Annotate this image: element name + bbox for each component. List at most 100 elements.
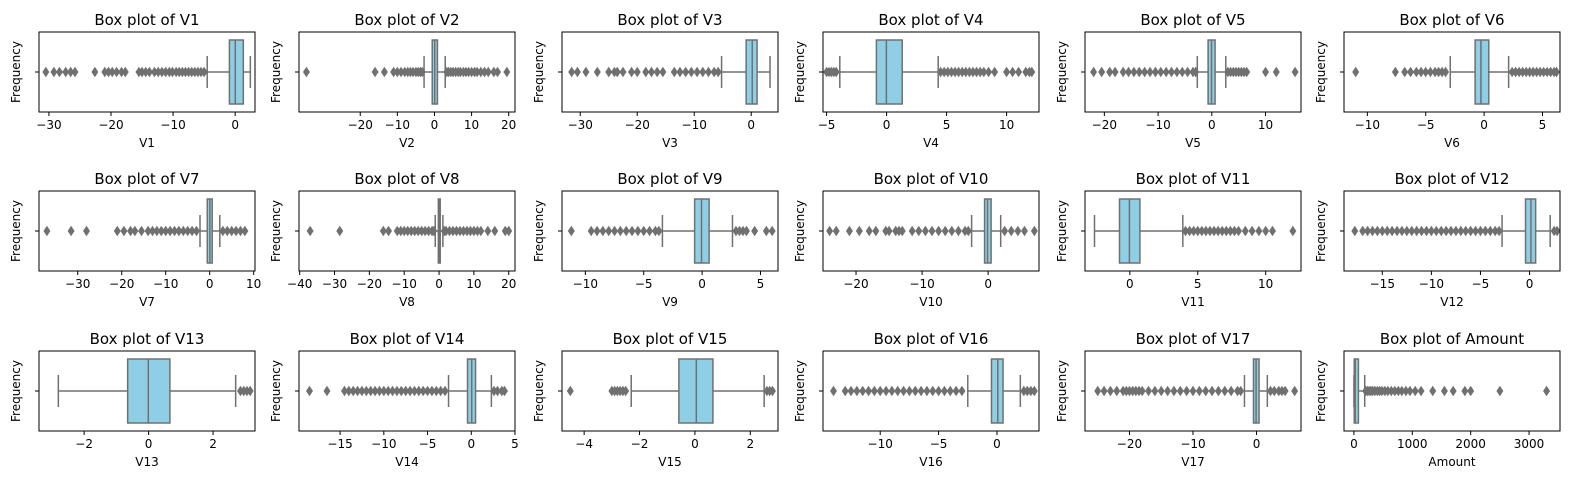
outlier-point [441, 385, 449, 397]
outlier-point [302, 66, 310, 78]
outlier-point [1476, 225, 1484, 237]
outlier-point [1003, 66, 1011, 78]
outlier-point [1391, 66, 1399, 78]
outlier-point [611, 225, 619, 237]
outlier-point [1289, 225, 1297, 237]
subplot-v14: Box plot of V14 −15 −10 −5 0 5 V14 Frequency [269, 330, 519, 469]
x-axis-label: V12 [1440, 295, 1463, 309]
subplot-v10: Box plot of V10 −20 −10 0 V10 Frequency [793, 170, 1040, 309]
x-tick-label: −10 [392, 277, 417, 291]
outlier-point [1442, 66, 1450, 78]
subplot-title: Box plot of V10 [874, 170, 989, 188]
outlier-point [379, 225, 387, 237]
x-axis-label: V16 [919, 455, 942, 469]
outlier-point [131, 225, 139, 237]
outlier-point [622, 385, 630, 397]
outlier-point [1183, 385, 1191, 397]
outlier-point [1461, 385, 1469, 397]
outlier-point [929, 385, 937, 397]
subplot-title: Box plot of V15 [613, 330, 728, 348]
outlier-point [566, 385, 574, 397]
outlier-point [1418, 225, 1426, 237]
x-tick-label: −2 [631, 437, 649, 451]
outlier-point [599, 225, 607, 237]
x-axis-label: V8 [399, 295, 415, 309]
outlier-point [1113, 385, 1121, 397]
outlier-point [1496, 385, 1504, 397]
outlier-point [853, 385, 861, 397]
subplot-title: Box plot of V11 [1136, 170, 1251, 188]
subplot-v9: Box plot of V9 −10 −5 0 5 V9 Frequency [532, 170, 779, 309]
x-axis-label: V15 [658, 455, 681, 469]
outlier-point [1135, 66, 1143, 78]
x-tick-label: 10 [1258, 277, 1273, 291]
subplot-v13: Box plot of V13 −2 0 2 V13 Frequency [9, 330, 256, 469]
x-tick-label: −20 [1117, 437, 1142, 451]
outlier-point [935, 225, 943, 237]
outlier-point [1364, 225, 1372, 237]
outlier-point [847, 385, 855, 397]
outlier-point [888, 385, 896, 397]
outlier-point [1157, 66, 1165, 78]
subplot-v15: Box plot of V15 −4 −2 0 2 V15 Frequency [532, 330, 779, 469]
x-tick-label: 0 [431, 118, 439, 132]
y-axis-label: Frequency [1314, 41, 1328, 103]
y-axis-label: Frequency [793, 200, 807, 262]
x-tick-label: −30 [322, 277, 347, 291]
outlier-point [1411, 385, 1419, 397]
outlier-point [1467, 225, 1475, 237]
outlier-point [1235, 225, 1242, 237]
outlier-point [911, 385, 919, 397]
subplot-v4: Box plot of V4 −5 0 5 10 V4 Frequency [793, 11, 1040, 150]
x-tick-label: −10 [868, 437, 893, 451]
outlier-point [582, 66, 590, 78]
outlier-point [193, 225, 200, 237]
outlier-point [921, 225, 929, 237]
x-tick-label: −20 [109, 277, 134, 291]
outlier-point [1138, 385, 1146, 397]
outlier-point [605, 225, 613, 237]
outlier-point [642, 66, 650, 78]
x-axis-label: V14 [395, 455, 418, 469]
outlier-point [1426, 66, 1434, 78]
x-tick-label: 1000 [1397, 437, 1428, 451]
x-tick-label: 5 [1539, 118, 1547, 132]
outlier-point [870, 385, 878, 397]
x-tick-label: −5 [930, 437, 948, 451]
outlier-point [1481, 225, 1489, 237]
outlier-point [1268, 225, 1276, 237]
outlier-point [1359, 225, 1367, 237]
outlier-point [832, 66, 840, 78]
outlier-point [1449, 385, 1457, 397]
x-axis-label: V4 [923, 136, 939, 150]
outlier-point [682, 66, 690, 78]
x-tick-label: −10 [682, 118, 707, 132]
iqr-box [1474, 39, 1490, 105]
y-axis-label: Frequency [9, 360, 23, 422]
outlier-point [751, 225, 759, 237]
y-axis-label: Frequency [1314, 200, 1328, 262]
subplot-v12: Box plot of V12 −15 −10 −5 0 V12 Frequency [1314, 170, 1561, 309]
outlier-point [336, 225, 344, 237]
x-tick-label: −5 [1417, 118, 1435, 132]
outlier-point [898, 225, 906, 237]
x-tick-label: 0 [1350, 437, 1358, 451]
outlier-point [1291, 66, 1299, 78]
outlier-point [91, 66, 99, 78]
outlier-point [699, 66, 707, 78]
outlier-point [1262, 225, 1270, 237]
x-axis-label: V6 [1444, 136, 1460, 150]
outlier-point [593, 225, 601, 237]
outlier-point [1352, 66, 1360, 78]
outlier-point [613, 66, 621, 78]
outlier-point [1202, 385, 1210, 397]
outlier-point [477, 225, 485, 237]
x-tick-label: 0 [984, 277, 992, 291]
outlier-point [1151, 385, 1159, 397]
outlier-point [940, 385, 948, 397]
x-tick-label: −5 [818, 118, 836, 132]
subplot-v17: Box plot of V17 −20 −10 0 V17 Frequency [1055, 330, 1302, 469]
x-tick-label: −5 [1472, 277, 1490, 291]
outlier-point [640, 225, 648, 237]
